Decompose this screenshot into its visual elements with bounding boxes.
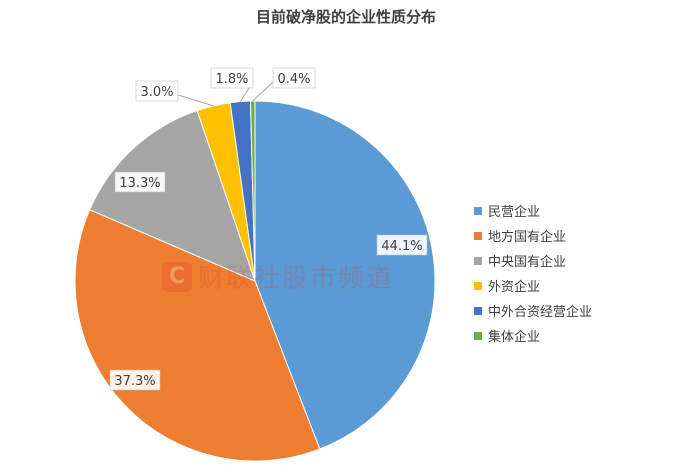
legend-swatch-6 [474, 332, 482, 340]
data-label-box-2 [109, 369, 161, 391]
data-label-1: 44.1% [381, 239, 422, 254]
legend-swatch-3 [474, 257, 482, 265]
legend-swatch-2 [474, 232, 482, 240]
legend-label-1: 民营企业 [488, 204, 540, 220]
pie-slice-6 [249, 100, 256, 282]
data-label-box-3 [114, 171, 166, 193]
leader-line-6 [252, 81, 274, 102]
pie-slice-1 [254, 100, 436, 450]
legend-swatch-1 [474, 207, 482, 215]
data-label-2: 37.3% [114, 374, 155, 389]
data-label-box-1 [376, 234, 428, 256]
legend-label-5: 中外合资经营企业 [488, 304, 592, 320]
data-label-5: 1.8% [215, 72, 248, 87]
data-label-3: 13.3% [119, 176, 160, 191]
pie-slices [74, 100, 436, 462]
legend-label-6: 集体企业 [488, 329, 540, 345]
data-label-box-5 [210, 67, 254, 89]
legend-label-4: 外资企业 [488, 279, 540, 295]
data-label-6: 0.4% [277, 72, 310, 87]
legend-swatch-5 [474, 307, 482, 315]
data-labels: 44.1% 37.3% 13.3% 3.0% 1.8% 0.4% [109, 67, 428, 391]
legend-swatch-4 [474, 282, 482, 290]
chart-title: 目前破净股的企业性质分布 [255, 8, 436, 26]
data-label-box-6 [272, 67, 316, 89]
data-label-box-4 [135, 80, 179, 102]
legend-label-2: 地方国有企业 [488, 229, 566, 245]
legend-label-3: 中央国有企业 [488, 254, 566, 270]
data-label-4: 3.0% [140, 85, 173, 100]
pie-slice-3 [89, 109, 256, 282]
leader-line-4 [177, 94, 214, 107]
pie-slice-2 [74, 209, 321, 462]
